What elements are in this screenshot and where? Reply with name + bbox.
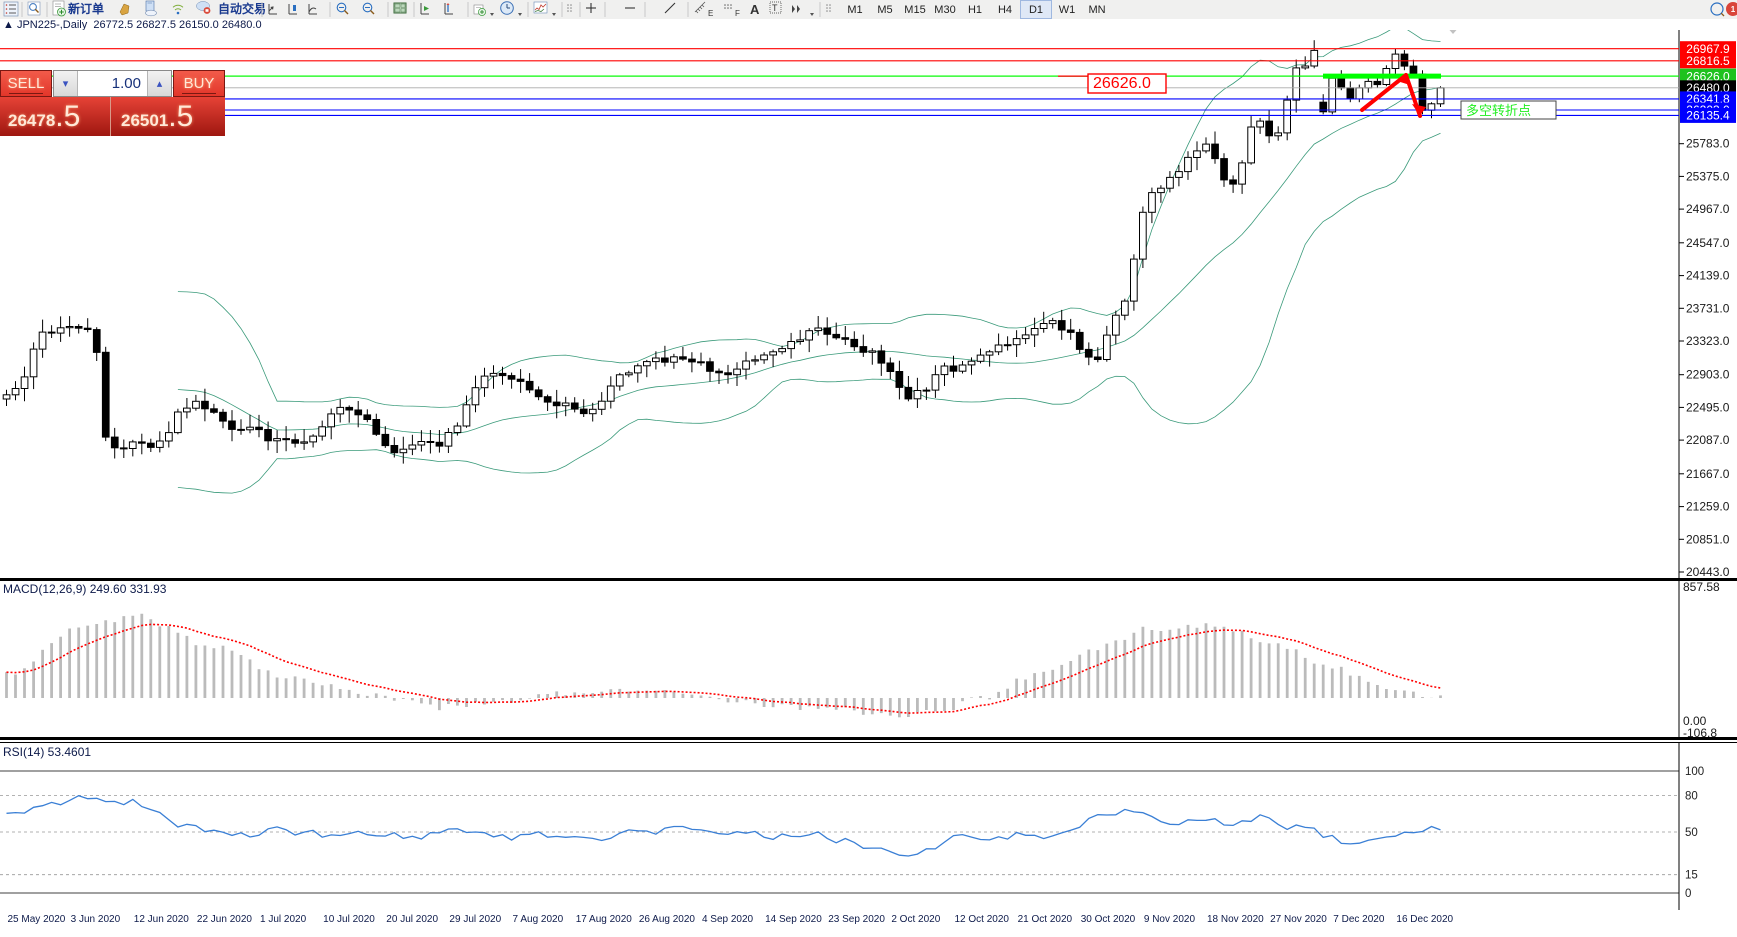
svg-text:26135.4: 26135.4 [1686,109,1730,123]
svg-text:80: 80 [1685,790,1698,802]
svg-text:1: 1 [1731,5,1736,14]
svg-text:22903.0: 22903.0 [1686,368,1730,382]
svg-text:F: F [735,9,740,18]
svg-text:50: 50 [1685,827,1698,839]
svg-text:22087.0: 22087.0 [1686,433,1730,447]
svg-text:23323.0: 23323.0 [1686,334,1730,348]
svg-text:T: T [772,3,778,13]
svg-text:21259.0: 21259.0 [1686,500,1730,514]
svg-text:自动交易: 自动交易 [218,1,266,16]
svg-text:23731.0: 23731.0 [1686,301,1730,315]
svg-text:26816.5: 26816.5 [1686,54,1730,68]
svg-text:24139.0: 24139.0 [1686,269,1730,283]
svg-text:A: A [750,2,760,17]
svg-text:21667.0: 21667.0 [1686,467,1730,481]
svg-text:24967.0: 24967.0 [1686,202,1730,216]
svg-text:857.58: 857.58 [1683,580,1720,594]
svg-text:24547.0: 24547.0 [1686,236,1730,250]
svg-text:-106.8: -106.8 [1683,726,1717,740]
svg-text:新订单: 新订单 [68,1,104,16]
svg-text:26626.0: 26626.0 [1093,75,1151,92]
svg-text:15: 15 [1685,870,1698,882]
svg-text:多空转折点: 多空转折点 [1466,103,1531,118]
svg-text:E: E [708,9,713,18]
svg-text:22495.0: 22495.0 [1686,400,1730,414]
svg-text:25375.0: 25375.0 [1686,169,1730,183]
svg-text:0: 0 [1685,888,1691,900]
svg-text:100: 100 [1685,766,1704,778]
svg-text:25783.0: 25783.0 [1686,137,1730,151]
svg-text:20443.0: 20443.0 [1686,565,1730,578]
svg-text:20851.0: 20851.0 [1686,532,1730,546]
